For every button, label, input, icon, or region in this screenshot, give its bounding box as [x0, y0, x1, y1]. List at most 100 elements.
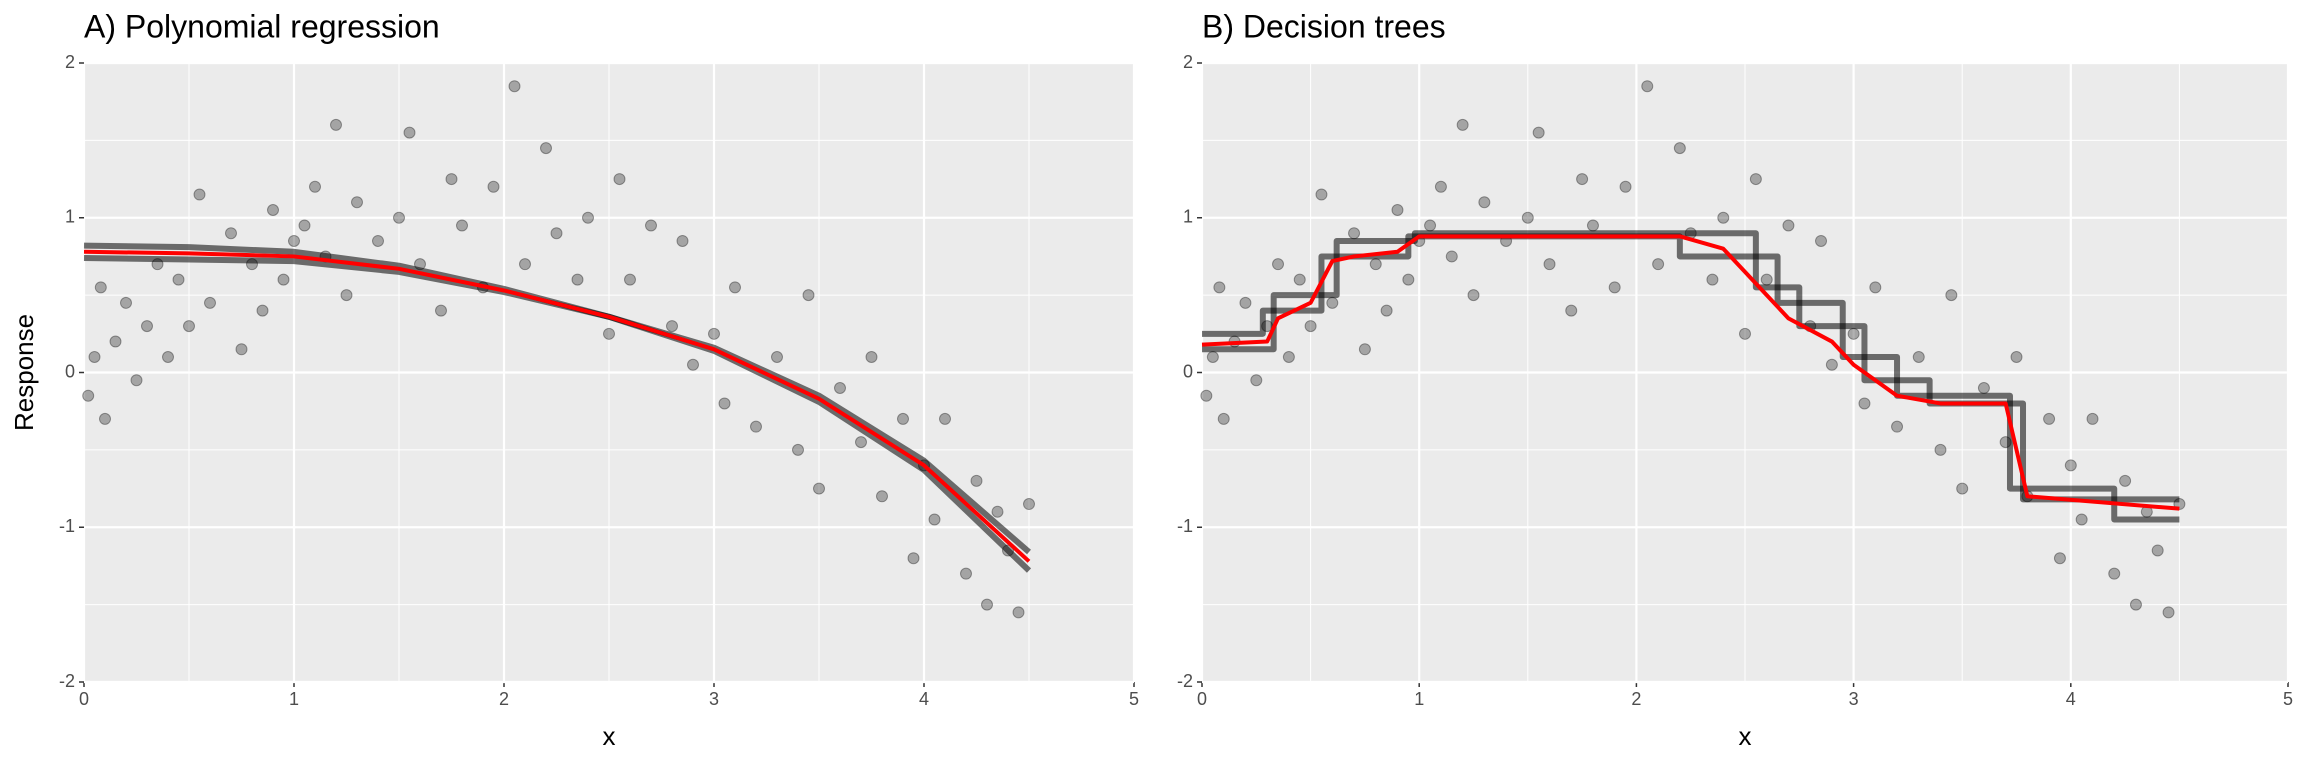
x-tick-label: 4: [919, 689, 929, 709]
point: [340, 289, 353, 302]
point: [120, 296, 132, 309]
point: [2043, 412, 2056, 425]
point: [88, 351, 101, 364]
point: [1815, 234, 1828, 247]
point: [2075, 513, 2088, 526]
point: [225, 227, 237, 240]
point: [456, 219, 468, 232]
point: [204, 296, 216, 309]
y-tick-label: 2: [1183, 52, 1193, 72]
point: [309, 180, 321, 193]
point: [1586, 219, 1599, 232]
point: [1706, 273, 1719, 286]
point: [960, 567, 972, 580]
point: [1532, 126, 1545, 139]
point: [1206, 351, 1219, 364]
mean-line: [83, 249, 1031, 563]
point: [1934, 443, 1947, 456]
point: [1749, 173, 1762, 186]
point: [193, 188, 206, 201]
point: [907, 552, 920, 565]
point: [1825, 358, 1838, 371]
point: [94, 281, 107, 294]
point: [298, 219, 311, 232]
point: [1739, 327, 1751, 340]
point: [1434, 180, 1447, 193]
point: [1391, 204, 1404, 217]
point: [571, 273, 584, 286]
point: [613, 173, 626, 186]
point: [1200, 389, 1213, 402]
point: [162, 351, 174, 364]
point: [928, 513, 941, 526]
point: [582, 211, 594, 224]
point: [855, 436, 867, 449]
point: [876, 490, 888, 503]
point: [708, 327, 720, 340]
point: [1760, 273, 1773, 286]
point: [99, 412, 111, 425]
x-tick-label: 1: [289, 689, 299, 709]
point: [1272, 258, 1285, 271]
point: [939, 412, 951, 425]
x-tick-label: 2: [499, 689, 509, 709]
point: [1673, 142, 1686, 155]
point: [1912, 351, 1925, 364]
point: [172, 273, 185, 286]
point: [445, 173, 458, 186]
point: [1369, 258, 1382, 271]
point: [109, 335, 122, 348]
panel-title: A) Polynomial regression: [84, 8, 440, 44]
y-tick-label: -2: [1177, 671, 1193, 691]
point: [1282, 351, 1295, 364]
y-tick-label: 0: [65, 361, 75, 381]
point: [2064, 459, 2077, 472]
point: [183, 320, 195, 333]
y-axis-title: Response: [9, 314, 39, 431]
point: [1608, 281, 1621, 294]
point: [676, 234, 689, 247]
x-tick-label: 5: [1129, 689, 1139, 709]
point: [2129, 598, 2142, 611]
point: [1217, 412, 1230, 425]
point: [1445, 250, 1458, 263]
point: [519, 258, 531, 271]
point: [277, 273, 290, 286]
point: [1858, 397, 1871, 410]
point: [687, 358, 699, 371]
fit-line: [1202, 233, 2180, 523]
y-tick-label: -1: [59, 516, 75, 536]
y-tick-label: 2: [65, 52, 75, 72]
point: [1521, 211, 1534, 224]
point: [1576, 173, 1589, 186]
point: [897, 412, 909, 425]
x-axis-title: x: [1739, 721, 1752, 751]
point: [1869, 281, 1882, 294]
point: [403, 126, 416, 139]
point: [351, 196, 363, 209]
point: [1213, 281, 1226, 294]
y-tick-label: 1: [65, 207, 75, 227]
point: [981, 598, 993, 611]
point: [82, 389, 95, 402]
point: [1565, 304, 1578, 317]
point: [540, 142, 552, 155]
point: [1293, 273, 1306, 286]
point: [865, 351, 878, 364]
point: [1945, 289, 1958, 302]
point: [330, 118, 342, 131]
point: [771, 351, 783, 364]
point: [1717, 211, 1730, 224]
point: [603, 327, 615, 340]
point: [750, 420, 762, 433]
point: [624, 273, 636, 286]
point: [802, 289, 815, 302]
point: [970, 474, 983, 487]
point: [1847, 327, 1860, 340]
point: [550, 227, 563, 240]
point: [1891, 420, 1904, 433]
point: [1478, 196, 1491, 209]
x-tick-label: 1: [1414, 689, 1424, 709]
point: [2162, 606, 2175, 619]
point: [393, 211, 405, 224]
